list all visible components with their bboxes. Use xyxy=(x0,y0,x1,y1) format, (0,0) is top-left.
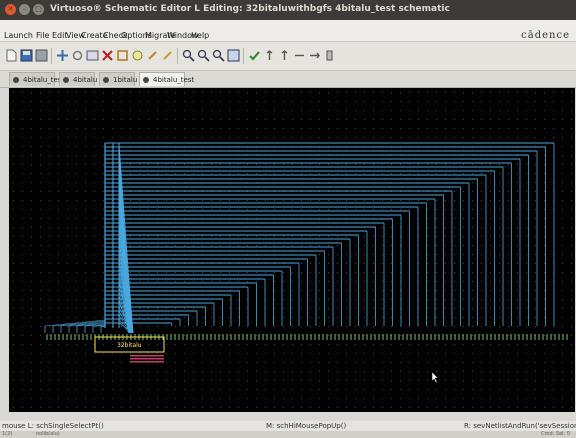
tab-4bitalu-test[interactable]: 4bitalu_test xyxy=(9,72,64,86)
net-fan xyxy=(118,294,131,334)
tab-label: 4bitalu_test xyxy=(153,76,195,84)
close-icon[interactable]: ✕ xyxy=(5,4,16,15)
net-fan xyxy=(118,182,134,334)
tab-label: 4bitalu_test xyxy=(23,76,65,84)
command-bar: 1(2) nolib(alu) Cmd: Sel: 0 xyxy=(0,431,576,438)
zoom-fit-icon[interactable] xyxy=(182,49,195,62)
input-net xyxy=(60,321,106,327)
menu-check[interactable]: Check xyxy=(103,31,128,40)
descend-icon[interactable] xyxy=(323,49,336,62)
input-net xyxy=(68,322,106,327)
maximize-icon[interactable]: □ xyxy=(33,4,44,15)
zoom-out-icon[interactable] xyxy=(161,49,174,62)
zoom-in-icon[interactable] xyxy=(146,49,159,62)
status-mouse-right: R: sevNetlistAndRun('sevSession1') xyxy=(464,422,576,430)
instance-output-bus xyxy=(130,358,164,360)
instance-box[interactable] xyxy=(94,336,165,353)
stretch-icon[interactable] xyxy=(116,49,129,62)
tab-close-icon[interactable] xyxy=(63,77,69,83)
net-fan xyxy=(118,314,131,334)
delete-icon[interactable] xyxy=(101,49,114,62)
pin-icon[interactable] xyxy=(263,49,276,62)
status-bar: mouse L: schSingleSelectPt() M: schHiMou… xyxy=(0,421,576,431)
wire-icon[interactable] xyxy=(71,49,84,62)
toolbar-separator xyxy=(243,48,244,64)
menu-migrate[interactable]: Migrate xyxy=(145,31,176,40)
check-save-icon[interactable] xyxy=(248,49,261,62)
schematic-drawing: 32bitalu xyxy=(13,92,572,408)
menu-file[interactable]: File xyxy=(36,31,50,40)
toolbar-separator xyxy=(177,48,178,64)
menu-bar: Launch File Edit View Create Check Optio… xyxy=(0,20,576,42)
command-selection[interactable]: Cmd: Sel: 0 xyxy=(541,431,570,437)
minimize-icon[interactable]: – xyxy=(19,4,30,15)
toolbar xyxy=(0,42,576,71)
input-net xyxy=(44,319,106,327)
net-fan xyxy=(118,242,134,334)
tab-label: 4bitalu xyxy=(73,76,98,84)
window-title: Virtuoso® Schematic Editor L Editing: 32… xyxy=(50,4,450,14)
new-file-icon[interactable] xyxy=(5,49,18,62)
copy-icon[interactable] xyxy=(131,49,144,62)
menu-help[interactable]: Help xyxy=(191,31,210,40)
status-mouse-middle: M: schHiMousePopUp() xyxy=(266,422,347,430)
command-history-count: 1(2) xyxy=(2,431,13,437)
tab-label: 1bitalu xyxy=(113,76,138,84)
net-icon[interactable] xyxy=(293,49,306,62)
menu-window[interactable]: Window xyxy=(167,31,199,40)
instance-output-bus xyxy=(130,361,164,363)
instance-label: 32bitalu xyxy=(117,342,142,349)
input-net xyxy=(100,325,106,328)
menu-view[interactable]: View xyxy=(66,31,85,40)
property-icon[interactable] xyxy=(86,49,99,62)
menu-launch[interactable]: Launch xyxy=(4,31,33,40)
tab-close-icon[interactable] xyxy=(103,77,109,83)
zoom-in-icon[interactable] xyxy=(212,49,225,62)
net-fan xyxy=(118,302,134,334)
tab-bar: 4bitalu_test 4bitalu 1bitalu 4bitalu_tes… xyxy=(0,71,576,88)
grid-dot xyxy=(13,92,572,408)
input-net xyxy=(84,324,106,327)
net-wires xyxy=(44,142,555,334)
label-icon[interactable] xyxy=(278,49,291,62)
command-context: nolib(alu) xyxy=(36,431,60,437)
net-fan xyxy=(118,318,130,334)
mouse-cursor-icon xyxy=(431,371,439,384)
tab-close-icon[interactable] xyxy=(143,77,149,83)
zoom-area-icon[interactable] xyxy=(197,49,210,62)
tab-1bitalu[interactable]: 1bitalu xyxy=(99,72,138,86)
instance-output-bus xyxy=(130,355,164,357)
menu-edit[interactable]: Edit xyxy=(52,31,68,40)
toolbar-separator xyxy=(51,48,52,64)
net-fan xyxy=(118,298,130,334)
status-mouse-left: mouse L: schSingleSelectPt() xyxy=(2,422,104,430)
title-bar: ✕ – □ Virtuoso® Schematic Editor L Editi… xyxy=(0,0,576,20)
instance-icon[interactable] xyxy=(308,49,321,62)
tab-close-icon[interactable] xyxy=(13,77,19,83)
move-icon[interactable] xyxy=(56,49,69,62)
alu-instance[interactable]: 32bitalu xyxy=(94,336,165,363)
input-net xyxy=(76,323,106,327)
cadence-logo: cādence xyxy=(521,30,570,41)
net-fan xyxy=(118,290,132,334)
save-as-icon[interactable] xyxy=(35,49,48,62)
menu-create[interactable]: Create xyxy=(81,31,108,40)
input-net xyxy=(52,320,106,327)
schematic-canvas[interactable]: 32bitalu xyxy=(9,88,575,412)
zoom-out-icon[interactable] xyxy=(227,49,240,62)
tab-4bitalu[interactable]: 4bitalu xyxy=(59,72,98,86)
dot-grid xyxy=(13,92,572,408)
tab-4bitalu-test-active[interactable]: 4bitalu_test xyxy=(139,72,194,86)
save-icon[interactable] xyxy=(20,49,33,62)
net-fan xyxy=(118,322,134,334)
menu-options[interactable]: Options xyxy=(121,31,152,40)
